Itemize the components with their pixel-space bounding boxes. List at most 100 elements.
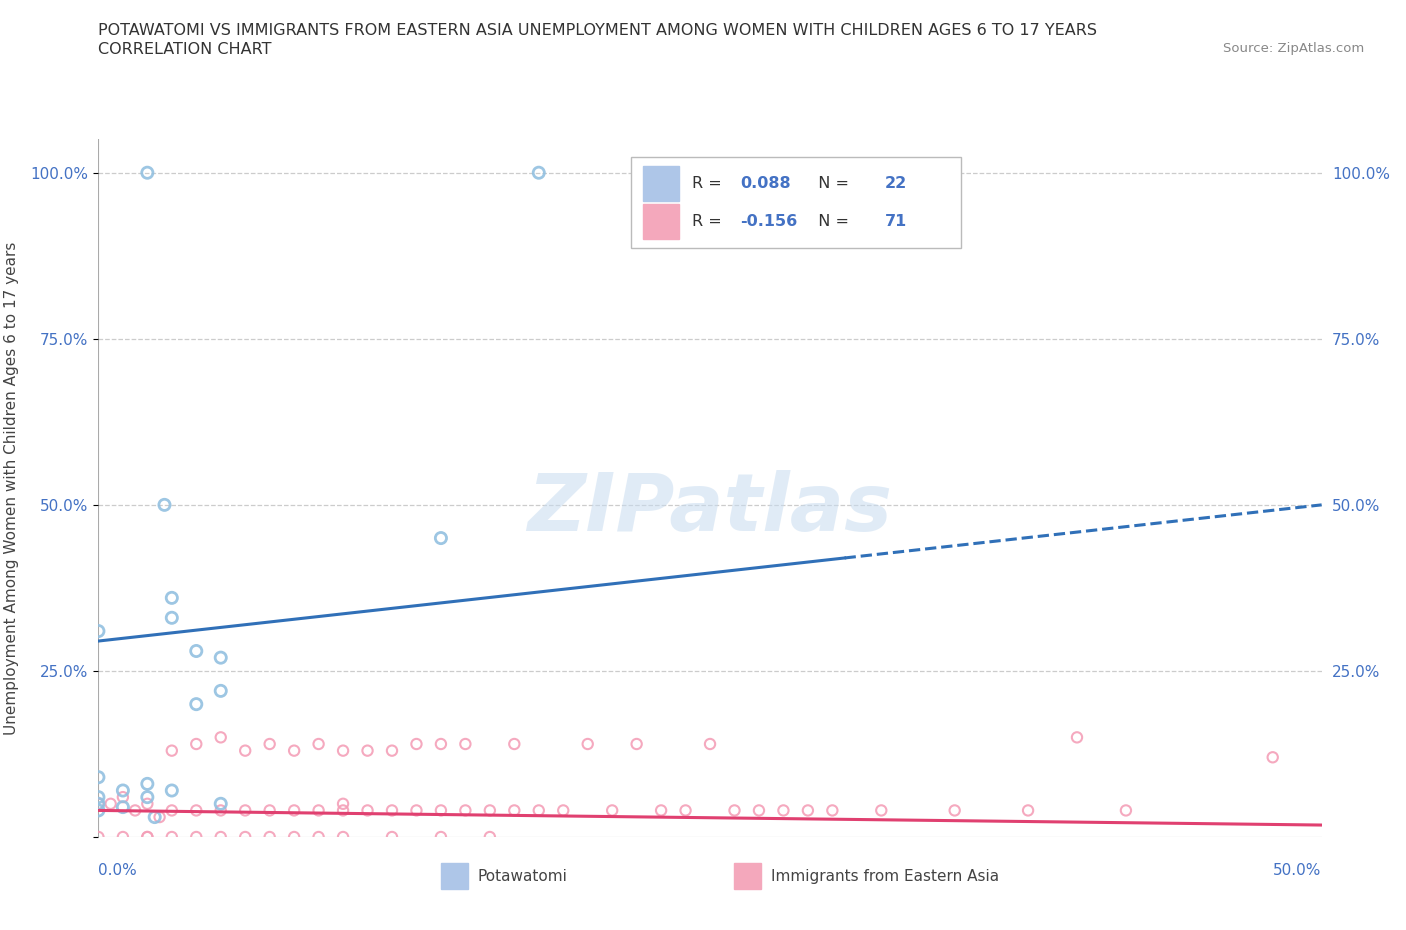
Point [332,796,354,811]
Point [332,743,354,758]
Point [87,624,110,639]
Point [186,697,208,711]
Point [356,743,378,758]
Point [1115,803,1137,817]
Text: Potawatomi: Potawatomi [478,869,568,883]
Point [111,800,134,815]
Point [87,830,110,844]
Point [149,810,172,825]
Point [430,803,453,817]
Point [160,830,183,844]
Point [478,803,501,817]
Point [381,803,404,817]
Point [186,803,208,817]
Point [356,803,378,817]
Point [405,803,427,817]
Point [233,830,256,844]
Point [527,166,550,180]
Point [87,796,110,811]
Text: R =: R = [692,214,727,229]
Point [308,803,330,817]
Point [430,737,453,751]
Y-axis label: Unemployment Among Women with Children Ages 6 to 17 years: Unemployment Among Women with Children A… [4,242,18,735]
Text: Immigrants from Eastern Asia: Immigrants from Eastern Asia [772,869,1000,883]
Text: POTAWATOMI VS IMMIGRANTS FROM EASTERN ASIA UNEMPLOYMENT AMONG WOMEN WITH CHILDRE: POTAWATOMI VS IMMIGRANTS FROM EASTERN AS… [98,23,1098,38]
Point [160,783,183,798]
Point [626,737,648,751]
Point [100,796,122,811]
Point [650,803,672,817]
Point [209,796,232,811]
Point [430,830,453,844]
Point [723,803,745,817]
Point [136,777,159,791]
Text: R =: R = [692,176,727,191]
Point [186,830,208,844]
Point [454,737,477,751]
Point [209,684,232,698]
Point [675,803,697,817]
Point [259,830,281,844]
Point [160,803,183,817]
Point [699,737,721,751]
Point [527,803,550,817]
Point [454,803,477,817]
Point [283,743,305,758]
Point [87,796,110,811]
Point [772,803,794,817]
Point [87,770,110,785]
Point [1017,803,1039,817]
Point [332,803,354,817]
Text: 0.0%: 0.0% [98,863,138,878]
Point [870,803,893,817]
Point [503,803,526,817]
Point [283,803,305,817]
Point [111,830,134,844]
FancyBboxPatch shape [630,157,960,247]
Point [308,737,330,751]
Text: N =: N = [808,214,853,229]
Point [1066,730,1088,745]
Text: Source: ZipAtlas.com: Source: ZipAtlas.com [1223,42,1364,55]
Point [332,830,354,844]
Point [160,743,183,758]
Point [553,803,575,817]
Point [153,498,176,512]
Point [381,743,404,758]
Point [160,591,183,605]
Point [430,531,453,546]
Point [821,803,844,817]
Point [576,737,599,751]
Point [381,830,404,844]
Point [209,650,232,665]
Point [136,790,159,804]
Point [503,737,526,751]
Point [233,743,256,758]
Text: 0.088: 0.088 [741,176,792,191]
Point [143,810,166,825]
Point [478,830,501,844]
Point [209,803,232,817]
Point [259,737,281,751]
FancyBboxPatch shape [643,166,679,201]
Point [283,830,305,844]
Point [87,803,110,817]
Point [308,830,330,844]
Point [87,790,110,804]
Point [136,830,159,844]
Text: N =: N = [808,176,853,191]
Point [160,610,183,625]
Text: 22: 22 [884,176,907,191]
Point [124,803,146,817]
Point [136,166,159,180]
Point [600,803,623,817]
Point [797,803,820,817]
Point [233,803,256,817]
FancyBboxPatch shape [734,863,762,889]
Text: 71: 71 [884,214,907,229]
Point [405,737,427,751]
Point [186,737,208,751]
Point [186,644,208,658]
Point [1261,750,1284,764]
Text: -0.156: -0.156 [741,214,797,229]
